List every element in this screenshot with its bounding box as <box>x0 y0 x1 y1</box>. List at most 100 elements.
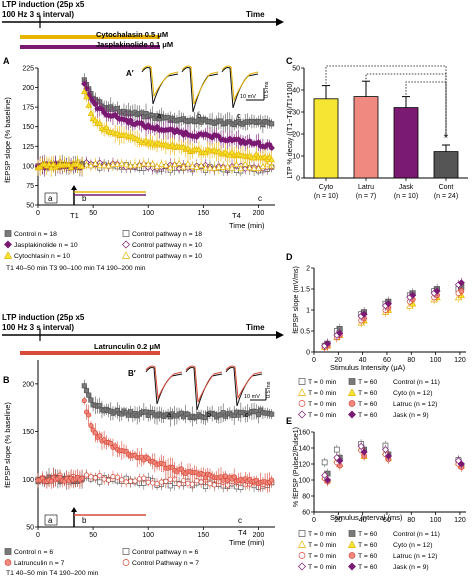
pathway-point <box>119 477 125 483</box>
time-arrow <box>276 18 284 26</box>
legend-t0-text: T = 0 min <box>308 564 337 571</box>
series-point <box>83 93 90 100</box>
marker-box-a <box>44 192 58 204</box>
legend-name-text: Jask (n = 9) <box>393 412 429 419</box>
legend-text: Control Pathway n = 7 <box>132 560 199 567</box>
pathway-point <box>122 161 130 168</box>
panel-e-legend: T = 0 min T = 60 Control (n = 11) T = 0 min… <box>297 530 440 571</box>
marker-a: a <box>48 194 53 203</box>
y-tick-label: 1 <box>306 308 310 315</box>
trace-label-bc: c <box>245 410 249 419</box>
panel-b-footnote: T1 40–50 min T4 190–200 min <box>6 570 99 577</box>
cyto-bar <box>20 35 160 39</box>
pathway-point <box>255 164 262 171</box>
legend-t60-text: T = 60 <box>358 542 378 549</box>
induction-arrowhead-b <box>71 507 77 512</box>
pathway-point <box>207 481 213 487</box>
pathway-point <box>193 163 201 170</box>
pathway-point <box>105 477 112 483</box>
x-tick-label: 200 <box>253 210 265 217</box>
legend-marker-t60 <box>347 388 357 396</box>
pathway-point <box>215 163 223 170</box>
pathway-point <box>162 161 170 168</box>
legend-marker-t60 <box>348 530 356 537</box>
pathway-point <box>145 479 151 485</box>
y-tick-label: 175 <box>22 105 34 112</box>
category-label: Cont <box>439 184 454 191</box>
series-point <box>86 412 92 418</box>
panel-a-series <box>34 73 275 177</box>
panel-c-plot: 0 10 20 30 40 50 Cyto (n = 10) Latru (n = 7) Jask (… <box>292 66 468 200</box>
category-n-label: (n = 10) <box>394 193 418 200</box>
series-point <box>142 136 150 143</box>
latru-bar <box>20 351 160 355</box>
data-point <box>321 471 329 479</box>
x-tick-label: 40 <box>359 517 367 524</box>
x-tick-label: 50 <box>89 532 97 539</box>
legend-text: Jasplakinolide n = 10 <box>14 242 78 249</box>
panel-e-ylabel: % fEPSP (Pulse2/Pulse1) <box>293 427 300 507</box>
category-label: Jask <box>399 184 414 191</box>
pathway-point <box>140 160 148 167</box>
pathway-point <box>128 478 134 484</box>
x-tick-label: 50 <box>89 210 97 217</box>
series-point <box>161 461 167 467</box>
y-tick-label: 10 <box>292 154 300 161</box>
series-point <box>97 433 103 439</box>
legend-t60-text: T = 60 <box>358 412 378 419</box>
t4-label: T4 <box>232 211 241 220</box>
pathway-point <box>198 479 204 485</box>
pathway-point <box>167 476 173 482</box>
pathway-point <box>149 160 156 167</box>
panel-label-d: D <box>286 252 293 262</box>
legend-text: Control pathway n = 10 <box>132 253 202 260</box>
pathway-point <box>109 161 117 168</box>
panel-e-xlabel: Stimulus Interval (ms) <box>330 513 403 522</box>
series-point <box>250 154 258 161</box>
pathway-point <box>153 162 161 169</box>
jask-bar <box>20 45 160 49</box>
trace-label-b: b <box>197 111 201 120</box>
y-tick-label: 0 <box>296 176 300 183</box>
y-tick-label: 125 <box>22 144 34 151</box>
panel-a-markers: a b c T1 T4 Time (min) <box>44 185 265 230</box>
series-point <box>195 146 203 153</box>
trace-a-color <box>141 65 179 98</box>
bar <box>313 98 339 179</box>
pathway-point <box>114 160 121 167</box>
legend-marker-t0 <box>298 400 306 407</box>
series-point <box>81 383 87 389</box>
panel-label-b-prime: B′ <box>128 369 136 378</box>
panel-c-ylabel: LTP % decay ((T1−T4)/T1*100) <box>287 81 294 178</box>
pathway-point <box>246 164 253 171</box>
panel-e-plot: 60 80 100 120 140 160 0 20 40 60 80 100 120 <box>298 430 466 524</box>
trace-c-color <box>221 65 259 102</box>
category-label: Cyto <box>319 184 334 191</box>
pathway-point <box>197 161 205 168</box>
data-point <box>360 448 368 456</box>
legend-t60-text: T = 60 <box>358 390 378 397</box>
legend-marker <box>4 240 12 249</box>
y-tick-label: 160 <box>298 430 310 437</box>
series-point <box>96 119 104 126</box>
data-point <box>458 288 465 294</box>
pathway-point <box>150 480 156 486</box>
legend-marker-t0 <box>298 378 306 385</box>
data-point <box>384 300 392 308</box>
pathway-point <box>131 161 139 168</box>
x-tick-label: 60 <box>383 517 391 524</box>
pathway-point <box>114 474 120 480</box>
series-point <box>202 149 209 156</box>
legend-t60-text: T = 60 <box>358 553 378 560</box>
legend-marker <box>122 240 130 249</box>
pathway-point <box>87 162 95 169</box>
trace-b-color <box>181 65 219 105</box>
data-point <box>324 476 332 484</box>
pathway-point <box>259 162 267 169</box>
pathway-point <box>189 162 196 169</box>
series-point <box>50 160 57 167</box>
panel-label-a-prime: A′ <box>126 69 134 78</box>
